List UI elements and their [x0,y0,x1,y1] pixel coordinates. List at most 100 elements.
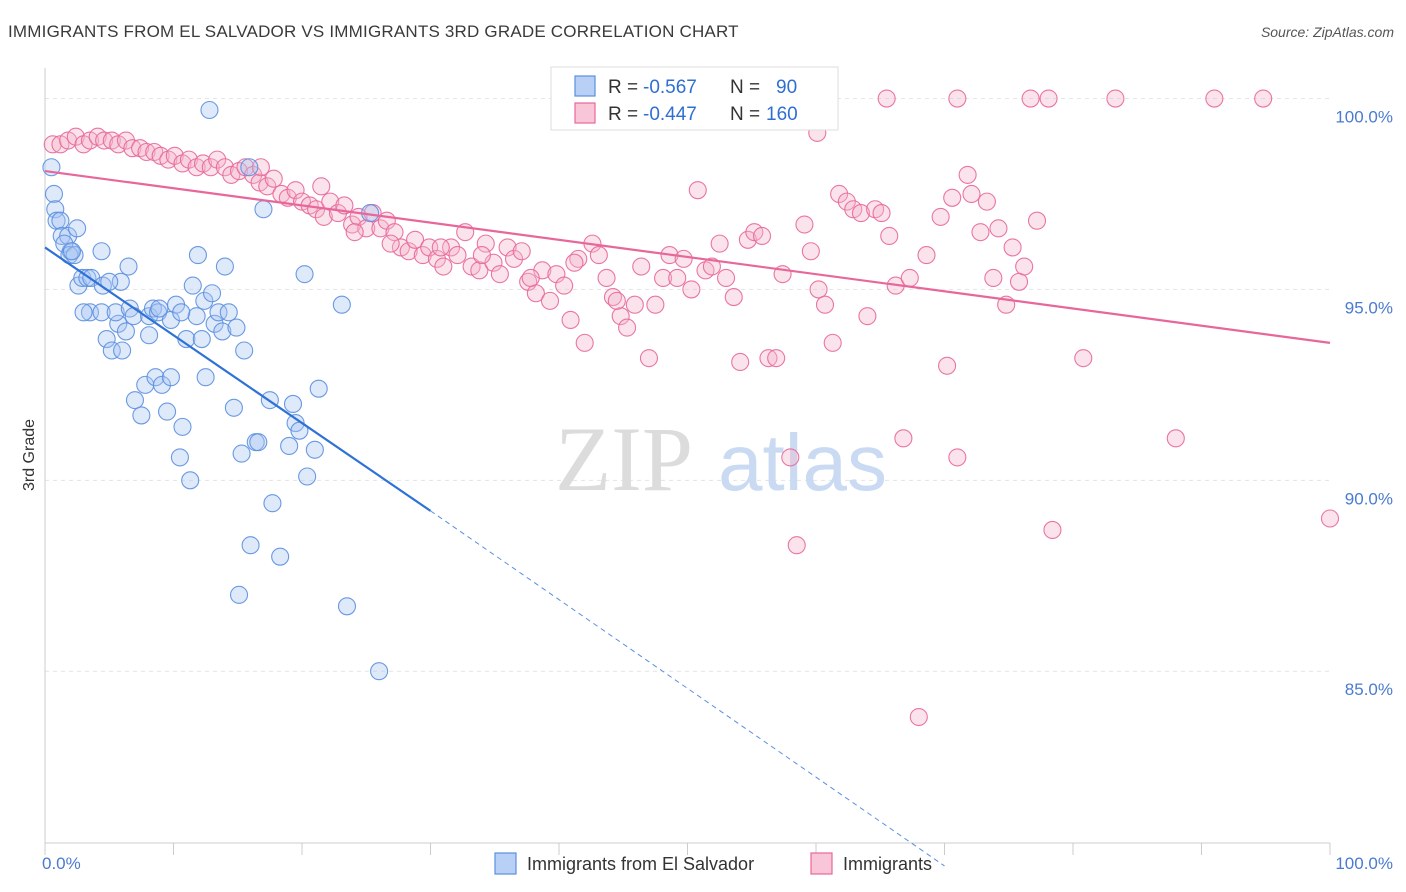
immigrants-point-60 [470,261,489,280]
el-salvador-point-76 [298,467,317,486]
trend-line-el-salvador [44,246,432,512]
immigrants-point-114 [851,204,871,223]
immigrants-point-84 [639,349,659,368]
trend-line-immigrants [44,169,1331,344]
immigrants-point-135 [1003,238,1022,257]
el-salvador-point-44 [173,417,192,436]
immigrants-point-56 [442,238,461,257]
el-salvador-point-66 [249,433,268,452]
immigrants-point-65 [504,249,524,268]
immigrants-point-125 [938,356,957,375]
el-salvador-point-2 [46,200,65,219]
immigrants-point-117 [872,204,891,223]
immigrants-point-109 [815,295,835,314]
immigrants-point-50 [399,242,418,261]
legend-n-value-2: 160 [766,104,798,125]
el-salvador-point-71 [280,436,299,456]
immigrants-point-24 [215,158,234,177]
el-salvador-point-77 [305,440,324,459]
el-salvador-point-67 [254,200,273,219]
legend-r-label-1: R = [608,77,638,98]
immigrants-point-0 [43,135,62,154]
immigrants-point-124 [931,207,950,226]
y-tick-label-0: 85.0% [1345,680,1393,699]
el-salvador-point-31 [132,406,151,425]
immigrants-point-17 [165,146,184,165]
el-salvador-point-70 [271,547,290,566]
el-salvador-point-33 [140,326,159,345]
el-salvador-point-69 [263,494,282,513]
el-salvador-point-41 [161,368,180,387]
immigrants-point-98 [738,230,757,249]
watermark: ZIP atlas [555,408,887,510]
immigrants-point-129 [962,184,981,204]
immigrants-point-100 [752,226,772,246]
el-salvador-point-8 [68,219,87,238]
immigrants-point-147 [1106,89,1125,108]
legend-r-label-2: R = [608,104,638,125]
immigrants-point-157 [521,268,540,288]
legend-swatch-pink [574,102,596,124]
el-salvador-point-9 [55,234,74,253]
immigrants-point-95 [716,268,736,288]
immigrants-point-70 [540,291,560,310]
immigrants-point-83 [632,257,651,276]
el-salvador-point-25 [116,322,136,341]
el-salvador-point-48 [187,307,206,326]
immigrants-point-141 [1166,429,1185,448]
immigrants-point-130 [971,223,990,242]
immigrants-point-7 [95,131,114,150]
el-salvador-point-1 [44,184,64,204]
immigrants-point-126 [943,188,962,207]
immigrants-point-55 [434,257,453,276]
el-salvador-point-88 [172,303,191,322]
el-salvador-point-61 [229,585,249,604]
immigrants-point-64 [498,238,517,257]
immigrants-point-118 [880,226,899,246]
el-salvador-point-89 [62,242,82,261]
immigrants-point-23 [208,150,227,169]
immigrants-point-158 [565,253,584,272]
gridlines [45,98,1330,672]
el-salvador-point-56 [213,322,232,341]
el-salvador-point-27 [119,257,138,276]
y-tick-label-1: 90.0% [1345,489,1393,508]
el-salvador-point-19 [92,303,111,322]
immigrants-point-146 [1039,89,1058,108]
immigrants-point-154 [381,234,400,253]
immigrants-point-115 [858,307,877,326]
immigrants-point-106 [795,215,814,234]
immigrants-point-148 [1205,89,1224,108]
el-salvador-point-46 [181,471,200,490]
el-salvador-point-20 [97,330,116,349]
el-salvador-point-55 [209,303,228,322]
immigrants-point-3 [66,127,85,146]
immigrants-point-102 [767,349,786,368]
immigrants-point-97 [731,352,750,372]
immigrants-point-61 [476,234,495,253]
legend-n-label-1: N = [730,77,760,98]
immigrants-point-133 [989,219,1008,238]
el-salvador-point-23 [106,303,125,322]
el-salvador-point-4 [51,211,70,230]
immigrants-point-88 [668,268,687,288]
immigrants-point-51 [406,230,425,249]
x-tick-labels: 0.0% 100.0% [42,854,1393,873]
immigrants-point-159 [607,291,626,310]
immigrants-point-54 [427,249,446,268]
immigrants-point-153 [345,223,364,242]
immigrants-point-90 [682,280,701,299]
el-salvador-point-58 [219,303,238,322]
el-salvador-point-79 [332,295,351,314]
immigrants-point-156 [472,246,491,265]
immigrants-point-75 [575,333,594,352]
immigrants-point-72 [555,276,574,295]
immigrants-point-137 [1015,257,1034,276]
immigrants-point-82 [625,295,644,314]
immigrants-point-122 [909,707,928,727]
immigrants-point-132 [984,268,1003,288]
el-salvador-point-63 [235,341,254,360]
immigrants-point-44 [357,219,376,238]
el-salvador-point-83 [240,158,259,177]
immigrants-point-121 [900,268,919,288]
